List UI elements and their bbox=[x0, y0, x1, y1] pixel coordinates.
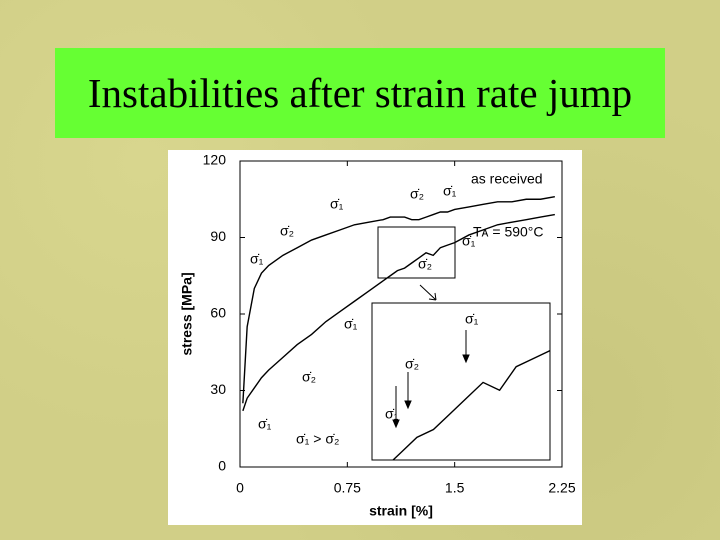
annotation: σ̇₂ bbox=[280, 223, 294, 239]
inset-arrow bbox=[462, 330, 470, 364]
x-tick-label: 0 bbox=[236, 480, 244, 496]
curve-label: as received bbox=[471, 171, 543, 187]
y-tick-label: 60 bbox=[210, 305, 226, 321]
annotation: σ̇₁ bbox=[443, 183, 457, 199]
inset-arrow bbox=[392, 386, 400, 429]
annotation: σ̇₁ bbox=[462, 233, 476, 249]
annotation: σ̇₁ > σ̇₂ bbox=[296, 431, 339, 447]
x-tick-label: 1.5 bbox=[445, 480, 465, 496]
inset-clip bbox=[392, 349, 550, 460]
plot-frame bbox=[239, 160, 563, 468]
annotation: σ̇₂ bbox=[418, 256, 432, 272]
chart: 0 0.75 1.5 2.25 0 30 60 90 120 strain [%] stress [… bbox=[168, 150, 582, 525]
inset-frame bbox=[371, 302, 551, 461]
arrow bbox=[419, 284, 437, 301]
y-tick-label: 0 bbox=[218, 458, 226, 474]
curve-label: Tᴀ = 590°C bbox=[473, 224, 544, 240]
x-tick-label: 0.75 bbox=[334, 480, 361, 496]
annotation: σ̇₁ bbox=[330, 196, 344, 212]
data-line bbox=[242, 213, 555, 412]
slide-title: Instabilities after strain rate jump bbox=[55, 48, 665, 138]
y-tick-label: 30 bbox=[210, 381, 226, 397]
annotation: σ̇₂ bbox=[410, 186, 424, 202]
data-line bbox=[242, 196, 555, 404]
y-tick-label: 120 bbox=[203, 152, 227, 168]
annotation: σ̇₂ bbox=[405, 356, 419, 372]
y-tick-label: 90 bbox=[210, 228, 226, 244]
x-tick-label: 2.25 bbox=[548, 480, 575, 496]
annotation: σ̇₁ bbox=[344, 316, 358, 332]
inset-arrow bbox=[404, 372, 412, 410]
zoom-box bbox=[377, 226, 456, 279]
x-axis-label: strain [%] bbox=[369, 503, 433, 519]
annotation: σ̇₂ bbox=[302, 369, 316, 385]
annotation: σ̇₁ bbox=[258, 416, 272, 432]
y-axis-label: stress [MPa] bbox=[179, 272, 195, 355]
annotation: σ̇₁ bbox=[465, 311, 479, 327]
inset-line bbox=[392, 349, 550, 460]
annotation: σ̇₁ bbox=[250, 251, 264, 267]
annotation: σ̇₁ bbox=[385, 406, 399, 422]
